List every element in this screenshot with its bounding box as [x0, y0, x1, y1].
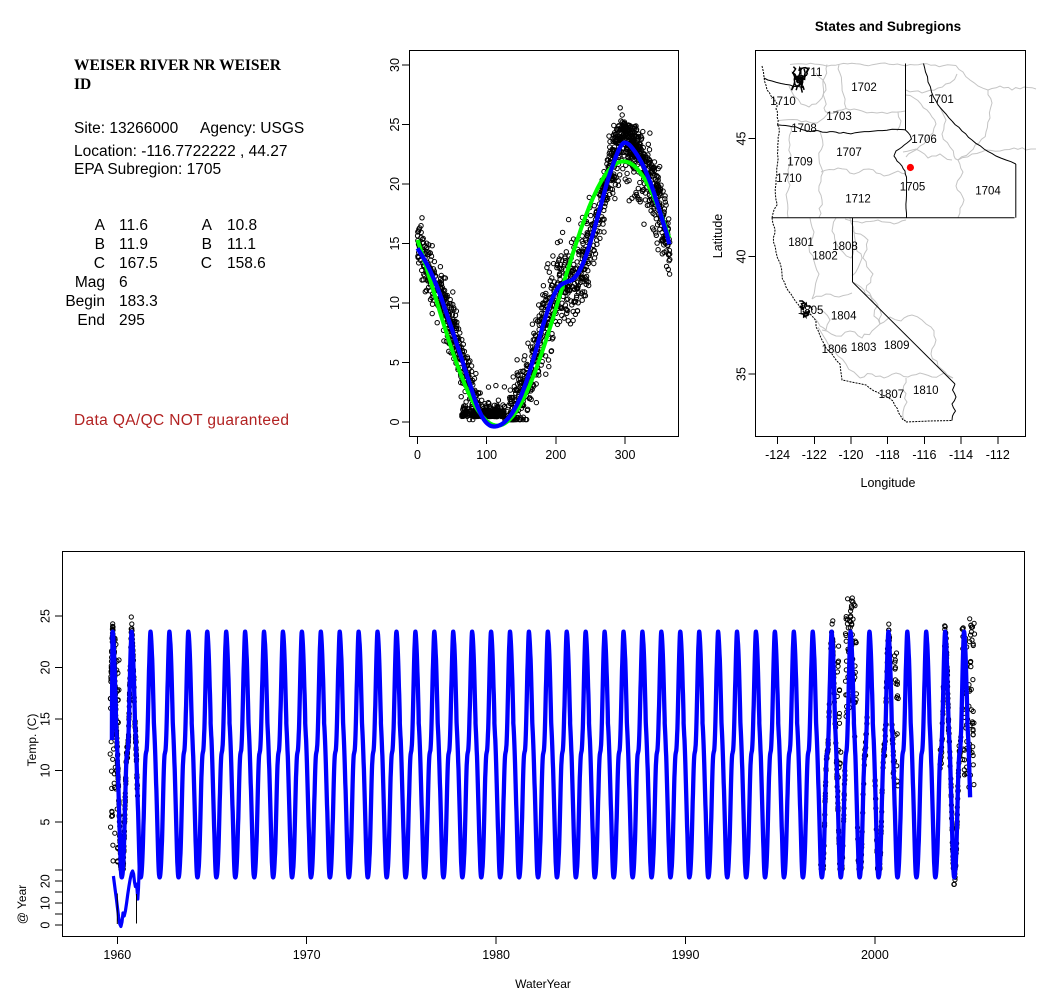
svg-text:A: A — [202, 217, 213, 234]
svg-text:20: 20 — [39, 661, 53, 675]
svg-text:C: C — [201, 255, 212, 272]
svg-text:300: 300 — [615, 448, 636, 462]
svg-text:1810: 1810 — [913, 385, 939, 397]
svg-text:B: B — [202, 236, 212, 253]
svg-text:295: 295 — [119, 312, 145, 329]
svg-text:C: C — [94, 255, 105, 272]
svg-text:45: 45 — [735, 132, 749, 146]
svg-text:100: 100 — [476, 448, 497, 462]
svg-text:183.3: 183.3 — [119, 293, 158, 310]
svg-text:6: 6 — [119, 274, 128, 291]
svg-text:20: 20 — [39, 874, 53, 888]
svg-text:Location: -116.7722222 , 44.27: Location: -116.7722222 , 44.27 — [74, 143, 287, 160]
svg-text:0: 0 — [414, 448, 421, 462]
svg-text:1808: 1808 — [832, 241, 858, 253]
svg-text:End: End — [77, 312, 105, 329]
svg-text:Site: 13266000: Site: 13266000 — [74, 120, 179, 137]
svg-text:167.5: 167.5 — [119, 255, 158, 272]
svg-text:1960: 1960 — [103, 948, 131, 962]
svg-text:1704: 1704 — [975, 186, 1001, 198]
svg-text:1708: 1708 — [791, 123, 817, 135]
svg-text:Begin: Begin — [65, 293, 105, 310]
svg-text:158.6: 158.6 — [227, 255, 266, 272]
svg-text:10: 10 — [388, 296, 402, 310]
svg-text:30: 30 — [388, 58, 402, 72]
svg-text:1710: 1710 — [776, 173, 802, 185]
svg-text:1711: 1711 — [798, 67, 823, 79]
svg-text:-120: -120 — [838, 448, 863, 462]
svg-text:States and Subregions: States and Subregions — [815, 19, 961, 34]
svg-text:-124: -124 — [765, 448, 790, 462]
svg-text:5: 5 — [39, 818, 53, 825]
svg-text:1707: 1707 — [836, 147, 862, 159]
svg-text:1809: 1809 — [884, 340, 910, 352]
svg-text:200: 200 — [545, 448, 566, 462]
svg-text:1801: 1801 — [788, 237, 814, 249]
svg-text:-112: -112 — [986, 448, 1010, 462]
svg-text:1806: 1806 — [822, 344, 848, 356]
svg-text:40: 40 — [735, 250, 749, 264]
svg-text:10: 10 — [39, 764, 53, 778]
svg-text:25: 25 — [388, 118, 402, 132]
svg-text:Data QA/QC NOT guaranteed: Data QA/QC NOT guaranteed — [74, 412, 289, 429]
svg-text:1709: 1709 — [787, 157, 813, 169]
svg-text:WEISER RIVER NR WEISER: WEISER RIVER NR WEISER — [74, 57, 282, 74]
svg-text:Agency: USGS: Agency: USGS — [200, 120, 304, 137]
svg-text:Longitude: Longitude — [861, 476, 916, 490]
svg-text:0: 0 — [388, 418, 402, 425]
svg-text:1980: 1980 — [482, 948, 510, 962]
svg-text:1805: 1805 — [798, 305, 824, 317]
svg-text:A: A — [95, 217, 106, 234]
svg-text:WaterYear: WaterYear — [515, 977, 571, 991]
svg-text:1803: 1803 — [851, 342, 877, 354]
svg-text:11.9: 11.9 — [119, 236, 148, 253]
svg-text:15: 15 — [39, 712, 53, 726]
svg-text:-114: -114 — [949, 448, 973, 462]
svg-text:10: 10 — [39, 896, 53, 910]
svg-text:11.6: 11.6 — [119, 217, 148, 234]
svg-text:25: 25 — [39, 609, 53, 623]
svg-text:10.8: 10.8 — [227, 217, 257, 234]
svg-text:1807: 1807 — [879, 389, 905, 401]
svg-text:1706: 1706 — [911, 134, 937, 146]
svg-text:1702: 1702 — [851, 82, 877, 94]
svg-text:1802: 1802 — [812, 251, 838, 263]
svg-text:ID: ID — [74, 76, 91, 93]
svg-text:1804: 1804 — [831, 311, 857, 323]
svg-text:0: 0 — [39, 922, 53, 929]
svg-text:EPA Subregion: 1705: EPA Subregion: 1705 — [74, 161, 221, 178]
svg-text:1703: 1703 — [826, 111, 852, 123]
svg-text:B: B — [95, 236, 105, 253]
svg-text:1970: 1970 — [293, 948, 321, 962]
svg-text:1705: 1705 — [900, 182, 926, 194]
svg-text:-116: -116 — [912, 448, 936, 462]
svg-text:20: 20 — [388, 177, 402, 191]
svg-text:1710: 1710 — [770, 96, 796, 108]
svg-text:-122: -122 — [802, 448, 827, 462]
svg-text:35: 35 — [735, 367, 749, 381]
svg-text:11.1: 11.1 — [227, 236, 256, 253]
svg-text:@ Year: @ Year — [15, 885, 29, 925]
svg-text:Latitude: Latitude — [711, 214, 725, 259]
svg-text:Temp. (C): Temp. (C) — [25, 714, 39, 767]
svg-text:5: 5 — [388, 359, 402, 366]
svg-text:15: 15 — [388, 237, 402, 251]
svg-text:-118: -118 — [876, 448, 900, 462]
svg-text:Mag: Mag — [75, 274, 105, 291]
svg-text:2000: 2000 — [861, 948, 889, 962]
svg-text:1701: 1701 — [928, 94, 954, 106]
svg-text:1990: 1990 — [672, 948, 700, 962]
svg-text:1712: 1712 — [845, 194, 871, 206]
